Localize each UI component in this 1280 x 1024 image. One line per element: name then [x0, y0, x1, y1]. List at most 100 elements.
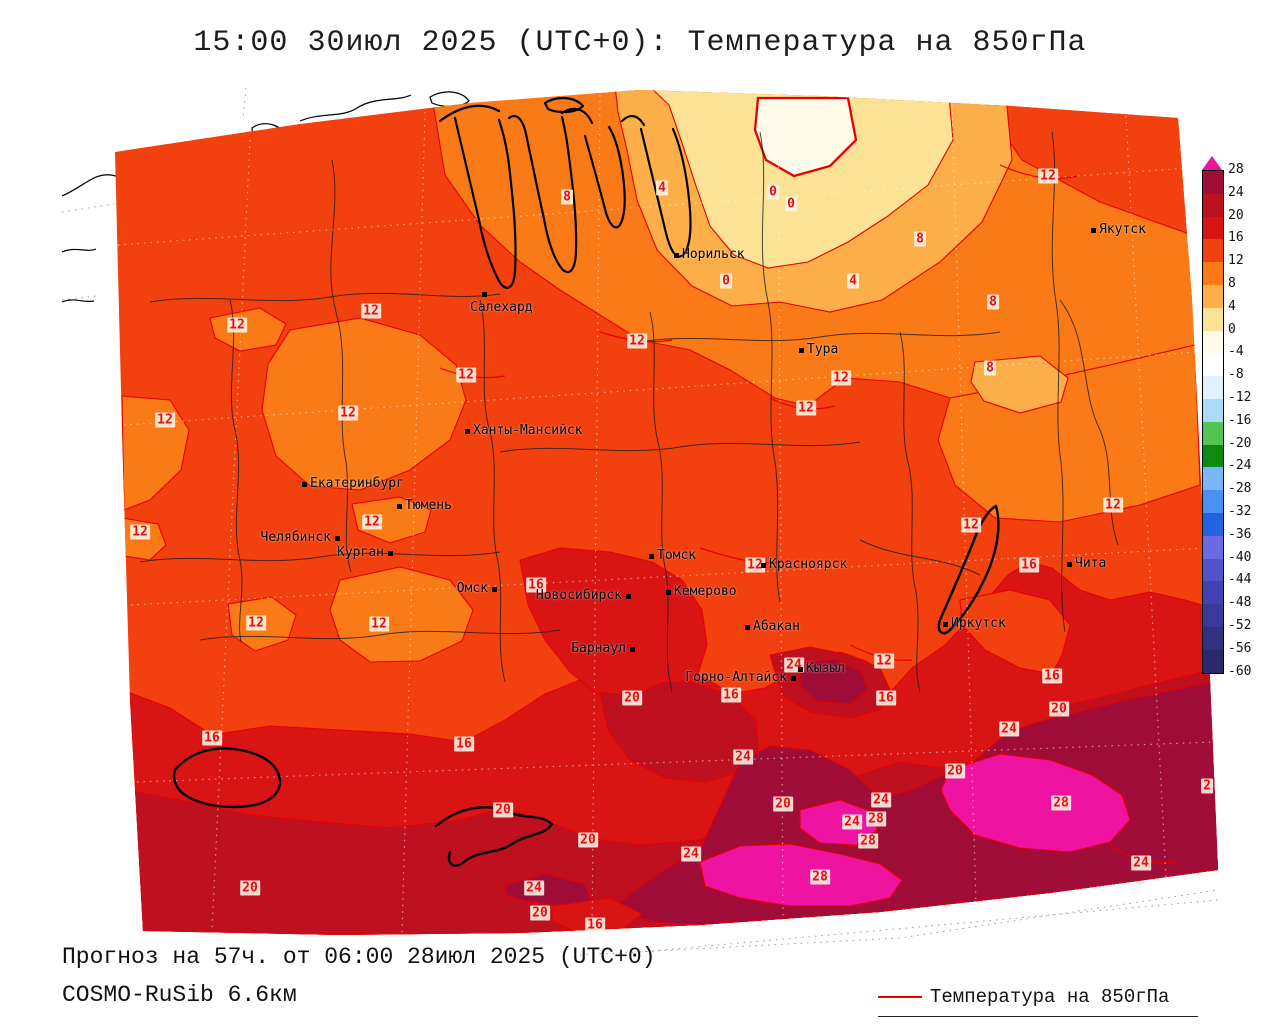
contour-label: 12: [227, 317, 247, 333]
city-label: Екатеринбург: [310, 476, 404, 491]
legend: Температура на 850гПа: [878, 986, 1198, 1017]
colorbar-segment: [1203, 171, 1223, 194]
colorbar-segment: [1203, 444, 1223, 468]
colorbar-labels: 28 24 20 16 12 8 4 0 -4 -8 -12 -16 -20 -24 -28 -32 -36 -4…: [1228, 162, 1268, 680]
city-marker: [790, 675, 796, 681]
contour-label: 20: [1049, 701, 1069, 717]
lake-baikal-outline: [937, 504, 1000, 635]
contour-label: 16: [585, 917, 605, 933]
colorbar-tick-label: 16: [1228, 230, 1244, 246]
city-label: Салехард: [470, 300, 533, 315]
city-marker: [464, 428, 470, 434]
colorbar-segment: [1203, 604, 1223, 627]
inner-coastlines: [172, 96, 1000, 867]
page-title: 15:00 30июл 2025 (UTC+0): Температура на…: [193, 26, 1087, 60]
city-label: Ханты-Мансийск: [473, 423, 583, 438]
colorbar-segment: [1203, 284, 1223, 308]
city-marker: [648, 553, 654, 559]
contour-label: 12: [831, 370, 851, 386]
city-label: Абакан: [753, 619, 800, 634]
contour-label: 12: [369, 616, 389, 632]
city-label: Красноярск: [769, 557, 848, 572]
city-marker: [334, 535, 340, 541]
contour-label: 8: [561, 189, 573, 205]
colorbar-tick-label: 4: [1228, 298, 1236, 314]
city-label: Томск: [657, 548, 697, 563]
colorbar-tick-label: -48: [1228, 595, 1252, 611]
legend-label: Температура на 850гПа: [930, 986, 1170, 1008]
colorbar-tick-label: -56: [1228, 640, 1252, 656]
contour-label: 16: [721, 687, 741, 703]
contour-label: 2: [1201, 778, 1213, 794]
colorbar-segment: [1203, 649, 1223, 673]
contour-label: 20: [622, 690, 642, 706]
colorbar-segment: [1203, 353, 1223, 377]
colorbar-tick-label: 20: [1228, 207, 1244, 223]
contour-label: 12: [130, 524, 150, 540]
city-marker: [629, 646, 635, 652]
contour-label: 12: [362, 514, 382, 530]
city-label: Кемерово: [674, 584, 737, 599]
contour-label: 12: [1103, 497, 1123, 513]
contour-label: 12: [456, 367, 476, 383]
contour-label: 20: [493, 802, 513, 818]
colorbar-segment: [1203, 307, 1223, 331]
city-marker: [387, 550, 393, 556]
colorbar-segment: [1203, 558, 1223, 582]
city-label: Новосибирск: [535, 588, 622, 603]
contour-label: 12: [745, 557, 765, 573]
colorbar-segment: [1203, 216, 1223, 240]
colorbar-segment: [1203, 535, 1223, 559]
city-label: Норильск: [682, 247, 745, 262]
contour-label: 16: [1019, 557, 1039, 573]
city-marker: [673, 252, 679, 258]
contour-label: 4: [847, 273, 859, 289]
colorbar-tick-label: -44: [1228, 572, 1252, 588]
city-marker: [1090, 227, 1096, 233]
colorbar-tick-label: 28: [1228, 162, 1244, 177]
contour-label: 12: [155, 412, 175, 428]
city-marker: [744, 624, 750, 630]
contour-label: 8: [914, 231, 926, 247]
city-marker: [1066, 561, 1072, 567]
colorbar-segment: [1203, 330, 1223, 354]
colorbar-segment: [1203, 490, 1223, 513]
colorbar-tick-label: -20: [1228, 435, 1252, 451]
colorbar-tick-label: -4: [1228, 344, 1244, 360]
contour-label: 24: [524, 880, 544, 896]
contour-label: 12: [361, 303, 381, 319]
contour-label: 0: [767, 184, 779, 200]
colorbar-tick-label: 12: [1228, 253, 1244, 269]
contour-label: 20: [945, 763, 965, 779]
contour-label: 24: [871, 792, 891, 808]
contour-label: 12: [246, 615, 266, 631]
contour-label: 28: [810, 869, 830, 885]
admin-borders: [139, 131, 1119, 693]
contour-label: 16: [454, 736, 474, 752]
city-label: Чита: [1075, 556, 1107, 571]
contour-label: 16: [1042, 668, 1062, 684]
colorbar: 28 24 20 16 12 8 4 0 -4 -8 -12 -16 -20 -24 -28 -32 -36 -4…: [1202, 156, 1262, 679]
city-marker: [797, 666, 803, 672]
colorbar-segment: [1203, 398, 1223, 422]
colorbar-segment: [1203, 626, 1223, 650]
colorbar-segment: [1203, 467, 1223, 491]
city-label: Тюмень: [405, 498, 452, 513]
contour-label: 0: [720, 273, 732, 289]
model-info-line: COSMO-RuSib 6.6км: [62, 982, 297, 1008]
contour-label: 12: [796, 400, 816, 416]
contour-label: 12: [1038, 168, 1058, 184]
colorbar-tick-label: 8: [1228, 276, 1236, 291]
colorbar-arrow: [1202, 156, 1222, 170]
colorbar-segment: [1203, 421, 1223, 445]
state-border: [434, 806, 554, 867]
city-marker: [942, 621, 948, 627]
colorbar-tick-label: -16: [1228, 412, 1252, 428]
city-label: Тура: [807, 342, 839, 357]
city-marker: [396, 503, 402, 509]
city-marker: [491, 586, 497, 592]
city-label: Барнаул: [571, 641, 626, 656]
city-label: Челябинск: [260, 530, 331, 545]
colorbar-tick-label: -8: [1228, 367, 1244, 383]
